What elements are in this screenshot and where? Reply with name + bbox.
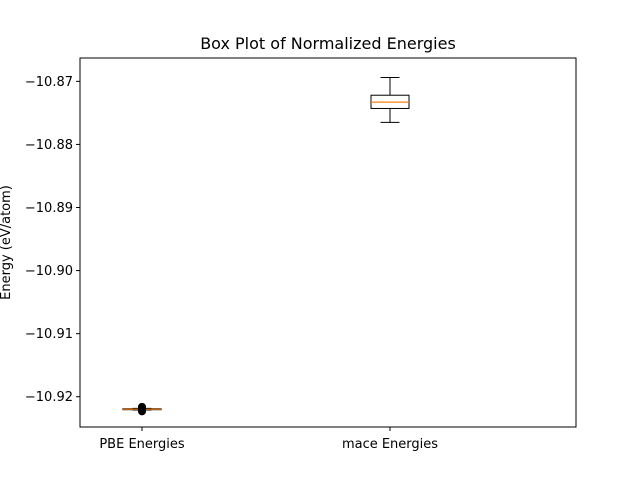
- plot-area: [122, 77, 410, 416]
- y-tick-label: −10.91: [25, 327, 73, 342]
- chart-title: Box Plot of Normalized Energies: [200, 34, 456, 53]
- box-series: [122, 402, 162, 416]
- y-axis: −10.87 −10.88 −10.89 −10.90 −10.91 −10.92: [25, 75, 80, 405]
- y-tick-label: −10.89: [25, 201, 73, 216]
- y-axis-label: Energy (eV/atom): [0, 185, 14, 300]
- y-tick-label: −10.92: [25, 390, 73, 405]
- box-series: [370, 77, 410, 123]
- axes-frame: [79, 57, 577, 428]
- y-tick-label: −10.88: [25, 138, 73, 153]
- y-tick-label: −10.87: [25, 75, 73, 90]
- outlier-point: [138, 407, 146, 416]
- x-tick-label: PBE Energies: [99, 437, 185, 452]
- y-tick-label: −10.90: [25, 264, 73, 279]
- x-axis: PBE Energies mace Energies: [99, 427, 438, 452]
- x-tick-label: mace Energies: [342, 437, 438, 452]
